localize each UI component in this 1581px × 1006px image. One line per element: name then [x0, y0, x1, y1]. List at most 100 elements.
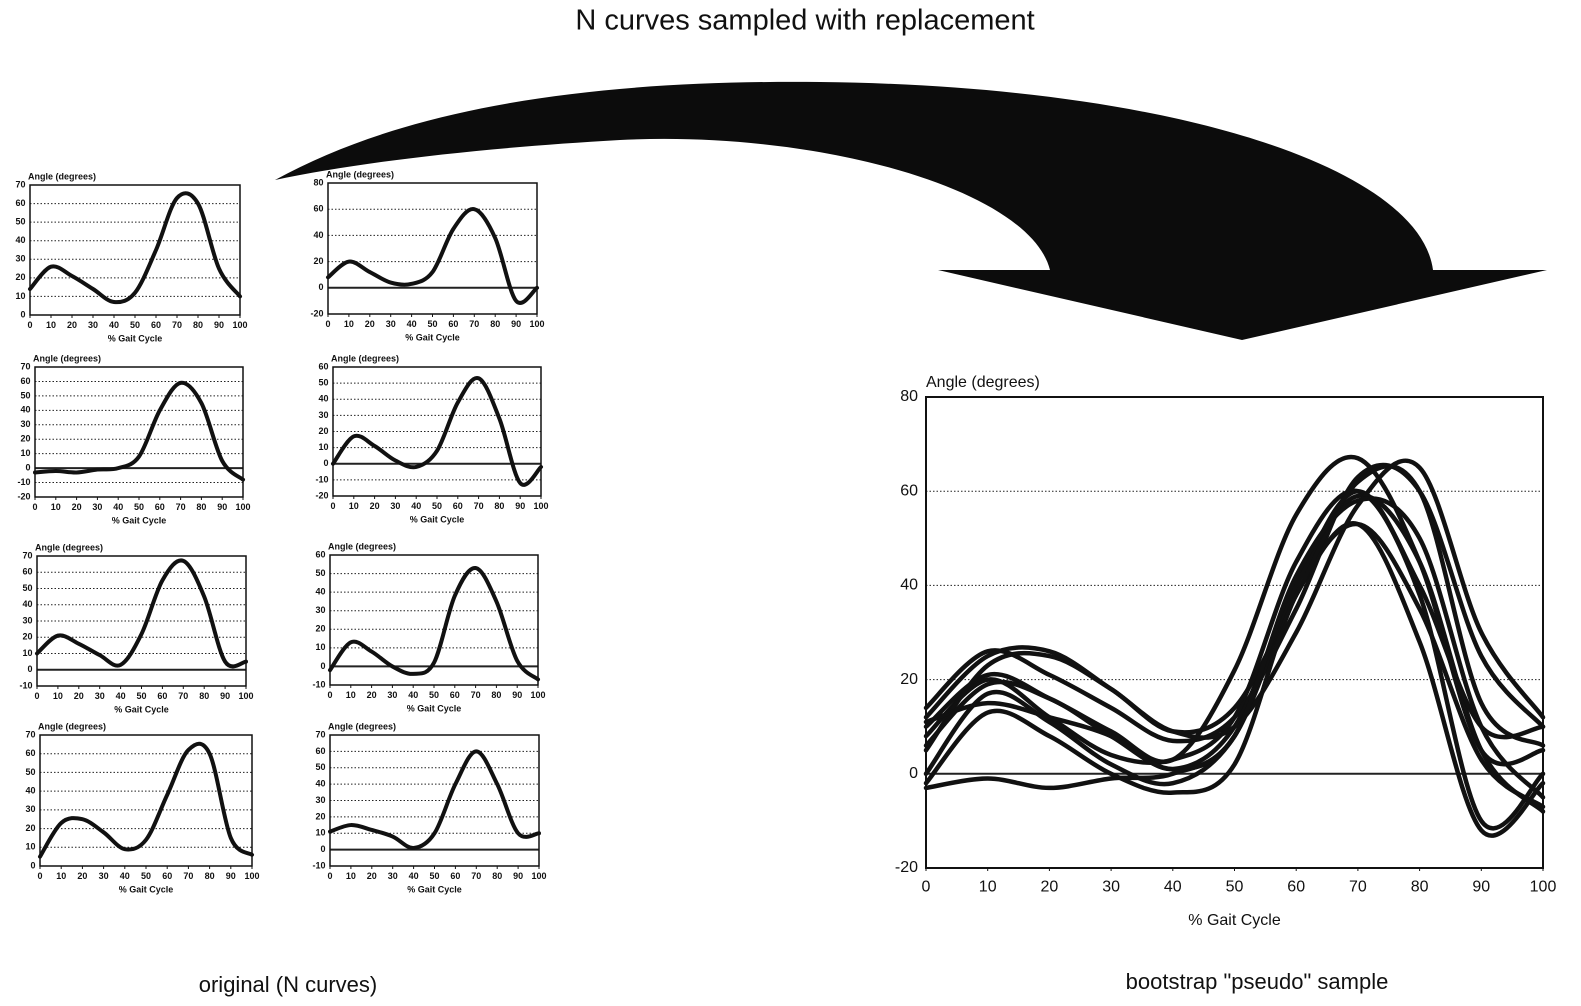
x-tick-label: 70 [1349, 878, 1367, 895]
plot-frame [36, 555, 247, 687]
x-tick-label: 0 [32, 502, 37, 512]
x-tick-label: 50 [136, 691, 146, 701]
caption: original (N curves) [199, 972, 378, 997]
y-tick-label: 0 [27, 664, 32, 674]
x-tick-label: 20 [367, 871, 377, 881]
x-tick-label: 30 [1102, 878, 1120, 895]
chart: -20 -10 0 10 20 30 40 50 60 0 10 20 30 40 50 60 70 80 90 10… [315, 353, 548, 524]
y-axis-label: Angle (degrees) [35, 542, 103, 552]
y-tick-label: 20 [313, 256, 323, 266]
x-tick-label: 30 [387, 690, 397, 700]
y-tick-label: 30 [20, 419, 30, 429]
x-tick-label: 100 [235, 502, 250, 512]
x-tick-label: 70 [471, 690, 481, 700]
curve [331, 376, 543, 487]
x-tick-label: 100 [1530, 878, 1557, 895]
y-tick-label: 0 [20, 309, 25, 319]
x-tick-label: 100 [533, 501, 548, 511]
y-tick-label: 60 [25, 748, 35, 758]
x-tick-label: 80 [196, 502, 206, 512]
y-tick-label: 60 [15, 198, 25, 208]
y-tick-label: 20 [25, 823, 35, 833]
x-tick-label: 20 [1041, 878, 1059, 895]
plot-frame [332, 366, 542, 497]
x-tick-label: 90 [513, 871, 523, 881]
x-tick-label: 0 [327, 871, 332, 881]
x-tick-label: 80 [491, 690, 501, 700]
x-tick-label: 20 [77, 871, 87, 881]
x-tick-label: 60 [162, 871, 172, 881]
x-axis-label: % Gait Cycle [407, 885, 462, 895]
x-tick-label: 30 [388, 871, 398, 881]
x-tick-label: 10 [46, 320, 56, 330]
x-tick-label: 100 [530, 690, 545, 700]
x-tick-label: 80 [199, 691, 209, 701]
y-tick-label: 40 [315, 779, 325, 789]
plot-frame [29, 184, 241, 316]
y-tick-label: 80 [313, 177, 323, 187]
x-tick-label: 10 [51, 502, 61, 512]
x-tick-label: 50 [432, 501, 442, 511]
x-tick-label: 90 [515, 501, 525, 511]
x-tick-label: 70 [469, 319, 479, 329]
x-tick-label: 90 [214, 320, 224, 330]
y-tick-label: 0 [318, 282, 323, 292]
x-tick-label: 60 [450, 690, 460, 700]
y-axis-label: Angle (degrees) [28, 171, 96, 181]
x-tick-label: 80 [494, 501, 504, 511]
y-tick-label: 20 [315, 624, 325, 634]
y-tick-label: -10 [17, 477, 30, 487]
y-tick-label: 50 [15, 217, 25, 227]
x-tick-label: 60 [151, 320, 161, 330]
y-tick-label: -10 [312, 860, 325, 870]
y-tick-label: 40 [318, 394, 328, 404]
x-tick-label: 70 [471, 871, 481, 881]
plot-frame [327, 182, 538, 315]
y-tick-label: 40 [15, 235, 25, 245]
x-tick-label: 50 [134, 502, 144, 512]
y-tick-label: 60 [315, 746, 325, 756]
y-tick-label: 40 [20, 405, 30, 415]
x-tick-label: 40 [116, 691, 126, 701]
x-tick-label: 80 [1411, 878, 1429, 895]
y-tick-label: 40 [313, 230, 323, 240]
y-tick-label: 0 [909, 765, 918, 782]
x-tick-label: 60 [450, 871, 460, 881]
y-tick-label: 40 [900, 577, 918, 594]
curve [923, 521, 1546, 810]
y-tick-label: 60 [22, 567, 32, 577]
x-axis-label: % Gait Cycle [114, 705, 169, 715]
curve [38, 741, 254, 859]
x-tick-label: 90 [511, 319, 521, 329]
x-tick-label: 30 [92, 502, 102, 512]
y-axis-label: Angle (degrees) [326, 169, 394, 179]
y-tick-label: 50 [22, 583, 32, 593]
caption: bootstrap "pseudo" sample [1126, 969, 1389, 994]
y-tick-label: -20 [17, 491, 30, 501]
x-tick-label: 60 [155, 502, 165, 512]
x-tick-label: 30 [99, 871, 109, 881]
y-tick-label: 10 [20, 448, 30, 458]
y-tick-label: 0 [25, 462, 30, 472]
y-tick-label: 50 [318, 378, 328, 388]
plot-frame [329, 734, 540, 867]
y-tick-label: 70 [315, 729, 325, 739]
x-tick-label: 10 [53, 691, 63, 701]
curve [326, 207, 539, 305]
y-tick-label: 80 [900, 388, 918, 405]
y-tick-label: 10 [318, 442, 328, 452]
plot-frame [329, 554, 539, 686]
y-tick-label: 0 [323, 458, 328, 468]
y-tick-label: 60 [20, 376, 30, 386]
x-tick-label: 80 [492, 871, 502, 881]
x-tick-label: 60 [157, 691, 167, 701]
y-tick-label: 60 [313, 204, 323, 214]
x-tick-label: 40 [109, 320, 119, 330]
x-tick-label: 10 [56, 871, 66, 881]
y-tick-label: 20 [318, 426, 328, 436]
x-tick-label: 100 [244, 871, 259, 881]
